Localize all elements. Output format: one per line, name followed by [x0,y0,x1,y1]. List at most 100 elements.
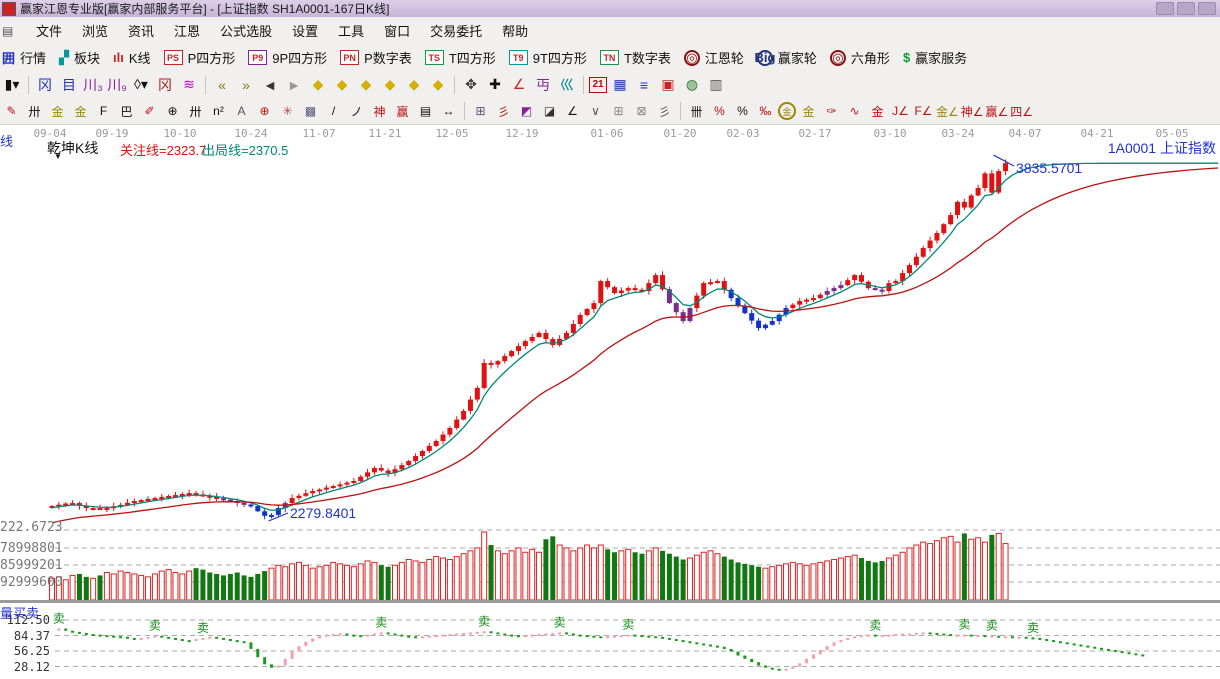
menu-item-6[interactable]: 工具 [338,24,365,39]
quotes-button[interactable]: 囲行情 [2,48,46,67]
span-measure-icon[interactable]: ↔ [442,104,455,118]
workstation-icon[interactable]: ▥ [709,76,723,92]
ruler-123-icon[interactable]: ▤ [419,104,432,118]
gold-fence-icon[interactable]: 金 [51,104,64,119]
gann-window-icon[interactable]: 冈 [38,76,52,93]
box-tool-icon[interactable]: ⊞ [475,104,486,118]
next-page-icon[interactable]: ► [287,76,301,93]
shen-angle-icon[interactable]: 神∠ [960,104,984,119]
hexagon-button[interactable]: ◎ 六角形 [829,48,890,67]
document-icon[interactable]: ▤ [2,23,14,38]
minimize-button[interactable] [1156,2,1174,15]
percent-lines-icon[interactable]: ‰ [759,104,772,118]
menu-item-9[interactable]: 帮助 [502,24,529,39]
gann-fence-icon[interactable]: 卅 [28,104,41,119]
kline-type-dropdown[interactable]: 乾坤K线 [47,140,99,156]
j-angle-icon[interactable]: J∠ [892,104,909,118]
p-square-button[interactable]: PS P四方形 [163,48,235,67]
spiral-icon[interactable]: 巴 [120,104,133,119]
candle-dropdown-icon[interactable]: ◊▾ [134,76,148,92]
menu-item-5[interactable]: 设置 [292,24,319,39]
diamond-vshrink-icon[interactable]: ◆ [384,76,396,92]
gann-tool-purple-icon[interactable]: 丏 [536,76,550,93]
p-number-button[interactable]: PN P数字表 [340,48,412,67]
chevron-down-icon[interactable]: ▼ [54,152,62,161]
calculator-icon[interactable]: ▦ [613,76,627,92]
p9-square-button[interactable]: P9 9P四方形 [248,48,327,67]
gold-fence2-icon[interactable]: 金 [74,104,87,119]
wave3-icon[interactable]: 川₃ [83,76,103,93]
notepad-icon[interactable]: ≡ [639,76,649,93]
menu-item-4[interactable]: 公式选股 [220,24,273,39]
t9-square-button[interactable]: T9 9T四方形 [508,48,587,67]
last-page-icon[interactable]: » [242,76,250,93]
gold-lines-icon[interactable]: 金 [802,104,815,119]
winner-wheel-button[interactable]: Big 赢家轮 [754,48,817,67]
t-number-button[interactable]: TN T数字表 [599,48,671,67]
gold-angle-icon[interactable]: 金∠ [936,104,959,119]
save-icon[interactable]: ▣ [661,76,675,92]
parallel-lines-icon[interactable]: 彡 [658,104,671,119]
diamond-right-icon[interactable]: ◆ [336,76,348,92]
ying-fence-icon[interactable]: 赢 [396,104,409,119]
grid-dots2-icon[interactable]: ⊠ [636,104,647,118]
drag-pen-icon[interactable]: ✑ [826,104,837,118]
pan-hand-icon[interactable]: ✥ [465,76,477,92]
wave-check-icon[interactable]: ∨ [591,104,600,118]
percent-icon[interactable]: % [737,104,748,118]
trendline2-icon[interactable]: ノ [350,104,363,119]
double-wave-icon[interactable]: ∿ [849,104,860,118]
gold-circle-icon[interactable]: 金 [778,102,796,120]
gann-wheel-button[interactable]: ◎ 江恩轮 [683,48,744,67]
first-page-icon[interactable]: « [218,76,226,93]
detail-list-icon[interactable]: 目 [62,76,76,93]
gold-lines-red-icon[interactable]: 金 [871,104,884,119]
si-angle-icon[interactable]: 四∠ [1010,104,1034,119]
percent-retrace-icon[interactable]: % [714,104,725,118]
spiderweb-square-icon[interactable]: ▩ [304,104,317,118]
f-angle-icon[interactable]: F∠ [914,104,933,118]
diamond-expand-icon[interactable]: ◆ [432,76,444,92]
menu-item-1[interactable]: 浏览 [82,24,109,39]
menu-item-0[interactable]: 文件 [36,24,63,39]
fan-box-dark-icon[interactable]: ◪ [543,104,556,118]
trendline-icon[interactable]: / [331,104,336,118]
spiderweb-icon[interactable]: ✳ [282,104,293,118]
target-red-icon[interactable]: ⊕ [259,104,270,118]
crosshair-icon[interactable]: ✚ [489,76,501,92]
fan-box-icon[interactable]: ◩ [520,104,533,118]
web-export-icon[interactable]: ◍ [685,76,699,92]
diamond-hexpand-icon[interactable]: ◆ [360,76,372,92]
a-line-icon[interactable]: A [237,104,246,118]
draw-pen-icon[interactable]: ✎ [6,104,17,118]
menu-item-7[interactable]: 窗口 [384,24,411,39]
menu-item-8[interactable]: 交易委托 [430,24,483,39]
menu-item-2[interactable]: 资讯 [128,24,155,39]
wave9-icon[interactable]: 川₉ [107,76,127,93]
ying-angle-icon[interactable]: 赢∠ [985,104,1009,119]
gann-bars-icon[interactable]: 卌 [690,104,703,119]
angle-lines-icon[interactable]: ∠ [567,104,578,118]
grid-dots-icon[interactable]: ⊞ [613,104,624,118]
circle-ruler-icon[interactable]: ⊕ [167,104,178,118]
shen-fence-icon[interactable]: 神 [373,104,386,119]
prev-page-icon[interactable]: ◄ [263,76,277,93]
cycle-tool-icon[interactable]: 巛 [560,76,574,93]
angle-measure-icon[interactable]: ∠ [512,76,526,92]
fan-red-icon[interactable]: 彡 [497,104,510,119]
blocks-button[interactable]: ▞ 板块 [59,48,100,67]
calendar-21-icon[interactable]: 21 [589,76,607,93]
kline-button[interactable]: ılı K线 [113,48,151,67]
winner-service-button[interactable]: $ 赢家服务 [903,48,967,67]
marker-pen-icon[interactable]: ✐ [144,104,155,118]
diamond-left-icon[interactable]: ◆ [312,76,324,92]
maximize-button[interactable] [1177,2,1195,15]
menu-item-3[interactable]: 江恩 [174,24,201,39]
close-button[interactable] [1198,2,1216,15]
tick-ruler-icon[interactable]: 卅 [189,104,202,119]
kline-style-dropdown-icon[interactable]: ▮▾ [4,76,20,92]
f-fence-icon[interactable]: F [99,104,108,118]
color-chart-icon[interactable]: ≋ [183,76,195,92]
gann-window-red-icon[interactable]: 冈 [158,76,172,93]
